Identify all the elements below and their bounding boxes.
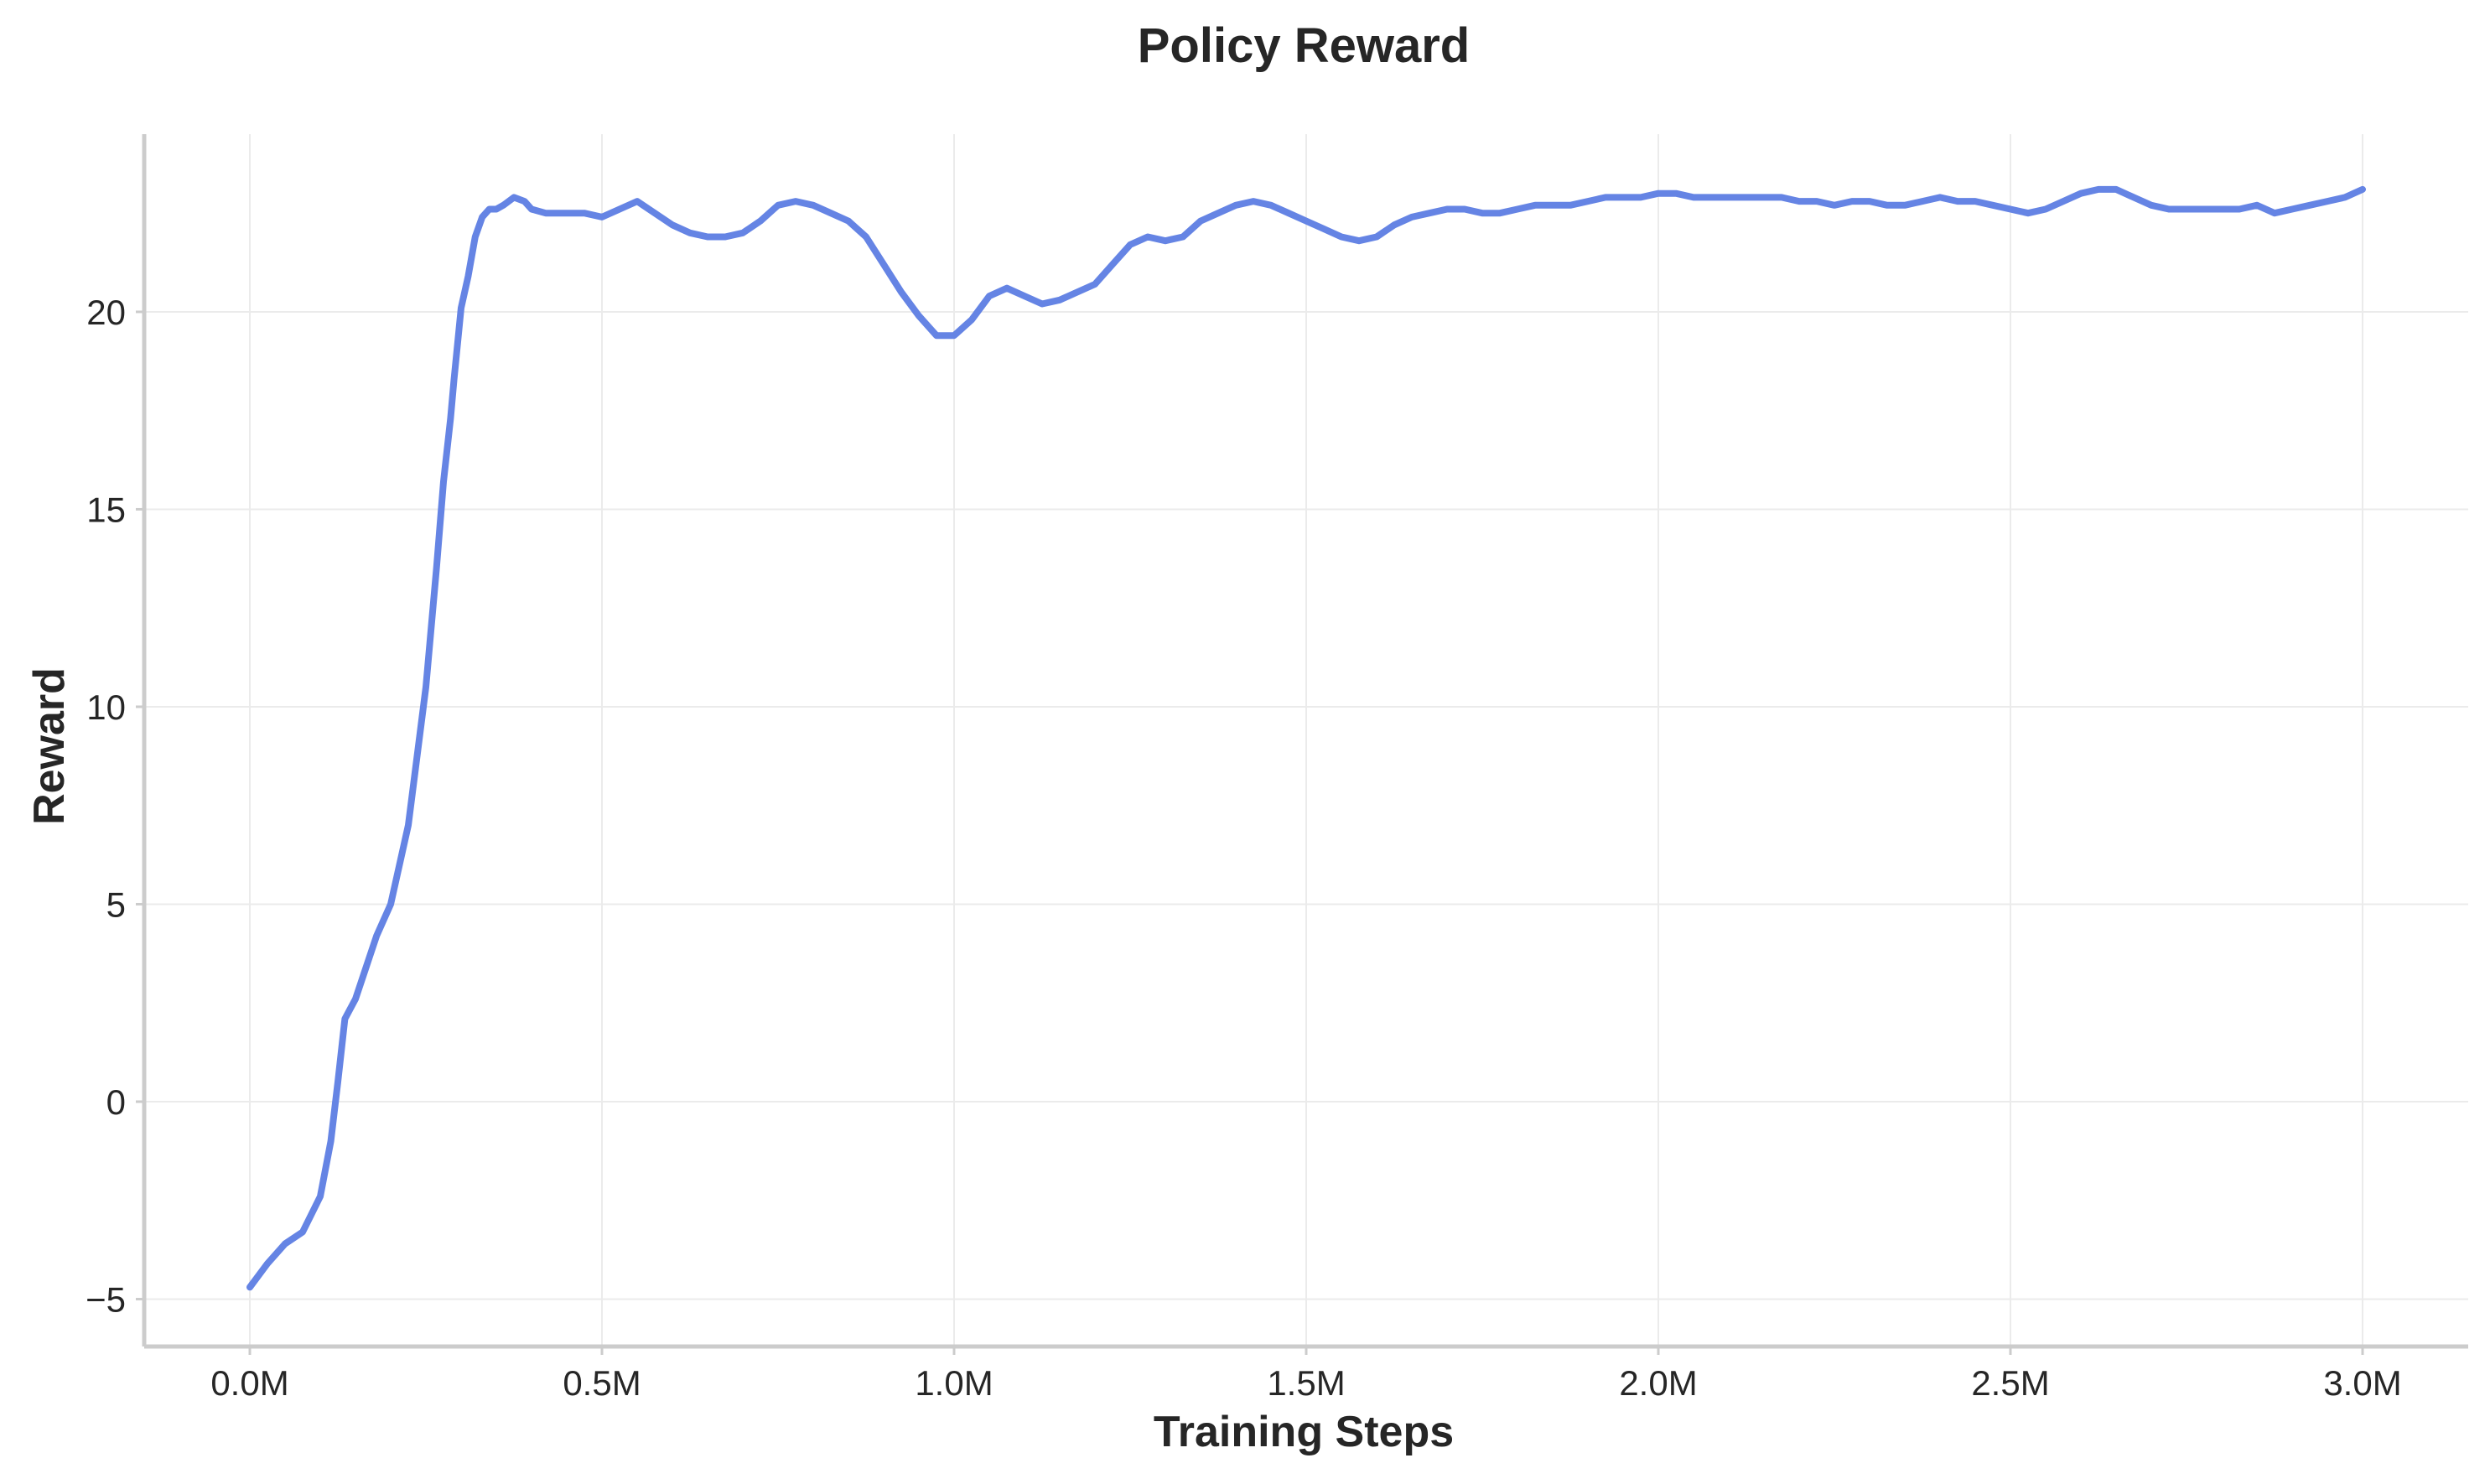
x-tick-label: 0.5M (563, 1363, 641, 1403)
x-tick-label: 1.5M (1267, 1363, 1345, 1403)
x-tick-label: 0.0M (210, 1363, 288, 1403)
x-tick-label: 1.0M (915, 1363, 993, 1403)
series-layer (246, 185, 2366, 1291)
x-tick-label: 3.0M (2323, 1363, 2401, 1403)
reward-series-line (246, 185, 2366, 1291)
chart-title: Policy Reward (1138, 18, 1470, 73)
y-axis-label: Reward (25, 667, 74, 825)
y-tick-label: 20 (86, 293, 126, 332)
y-tick-label: 0 (106, 1082, 126, 1122)
x-tick-label: 2.5M (1971, 1363, 2049, 1403)
x-tick-label: 2.0M (1619, 1363, 1697, 1403)
y-tick-label: −5 (86, 1279, 126, 1319)
grid (144, 134, 2468, 1346)
y-tick-label: 10 (86, 688, 126, 727)
x-axis-label: Training Steps (1154, 1408, 1454, 1456)
axis-ticks: 0.0M 0.5M 1.0M 1.5M 2.0M 2.5M 3.0M −5 0 5 10 15 20 (86, 293, 2402, 1403)
y-tick-label: 5 (106, 885, 126, 924)
y-tick-label: 15 (86, 490, 126, 529)
